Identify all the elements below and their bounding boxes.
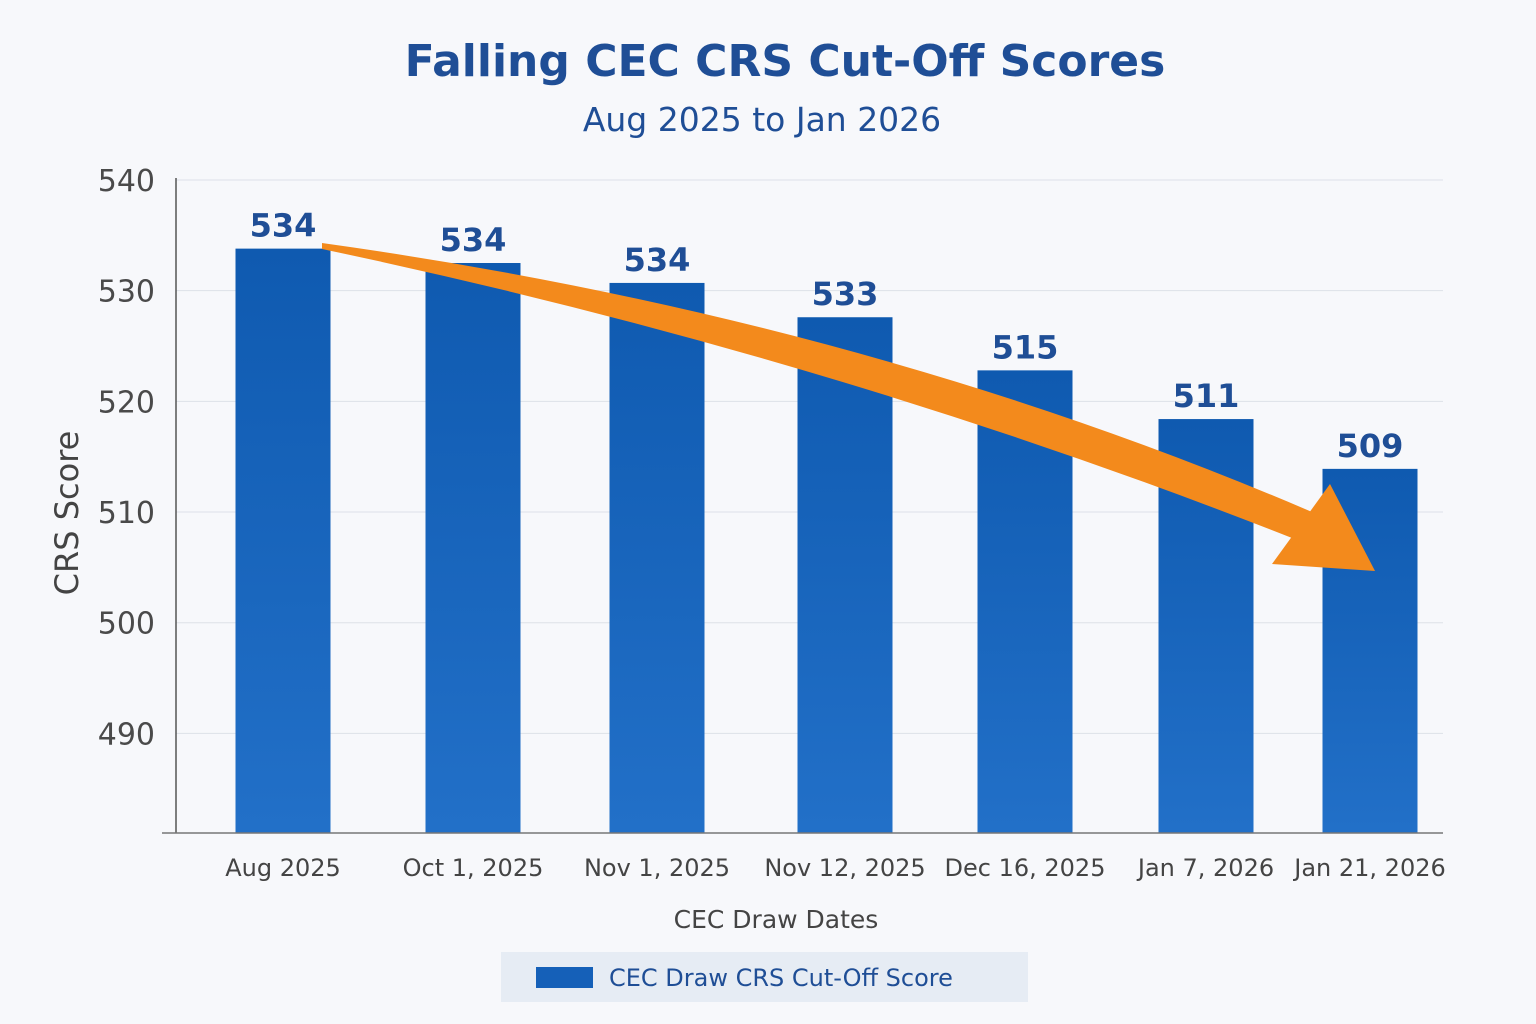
data-label: 533 [812,275,879,313]
chart-subtitle: Aug 2025 to Jan 2026 [583,100,941,139]
data-label: 534 [440,221,507,259]
bar [425,263,521,833]
data-labels: 534 534 534 533 515 511 509 [250,207,1404,465]
y-axis-ticks: 490 500 510 520 530 540 [98,164,155,752]
bar [235,248,331,833]
data-label: 534 [624,241,691,279]
y-tick-label: 540 [98,164,155,199]
x-axis-ticks: Aug 2025 Oct 1, 2025 Nov 1, 2025 Nov 12, 20… [225,854,1446,882]
data-label: 515 [992,328,1059,366]
data-label: 534 [250,207,317,245]
x-tick-label: Nov 1, 2025 [584,854,730,882]
bar [797,317,893,833]
x-tick-label: Oct 1, 2025 [403,854,544,882]
y-axis-label: CRS Score [48,431,86,596]
data-label: 511 [1173,377,1240,415]
bar [609,282,705,833]
legend-swatch [536,967,593,988]
x-tick-label: Aug 2025 [225,854,341,882]
x-tick-label: Nov 12, 2025 [764,854,925,882]
x-axis-label: CEC Draw Dates [674,905,879,934]
x-tick-label: Dec 16, 2025 [945,854,1106,882]
y-tick-label: 520 [98,385,155,420]
chart-title: Falling CEC CRS Cut-Off Scores [405,36,1166,87]
trend-arrow [322,243,1375,571]
y-tick-label: 530 [98,275,155,310]
legend: CEC Draw CRS Cut-Off Score [501,952,1028,1002]
bars [235,248,1418,833]
x-tick-label: Jan 7, 2026 [1136,854,1274,882]
data-label: 509 [1337,427,1404,465]
y-tick-label: 490 [98,717,155,752]
y-tick-label: 510 [98,496,155,531]
legend-label: CEC Draw CRS Cut-Off Score [609,964,953,992]
y-tick-label: 500 [98,607,155,642]
x-tick-label: Jan 21, 2026 [1292,854,1446,882]
